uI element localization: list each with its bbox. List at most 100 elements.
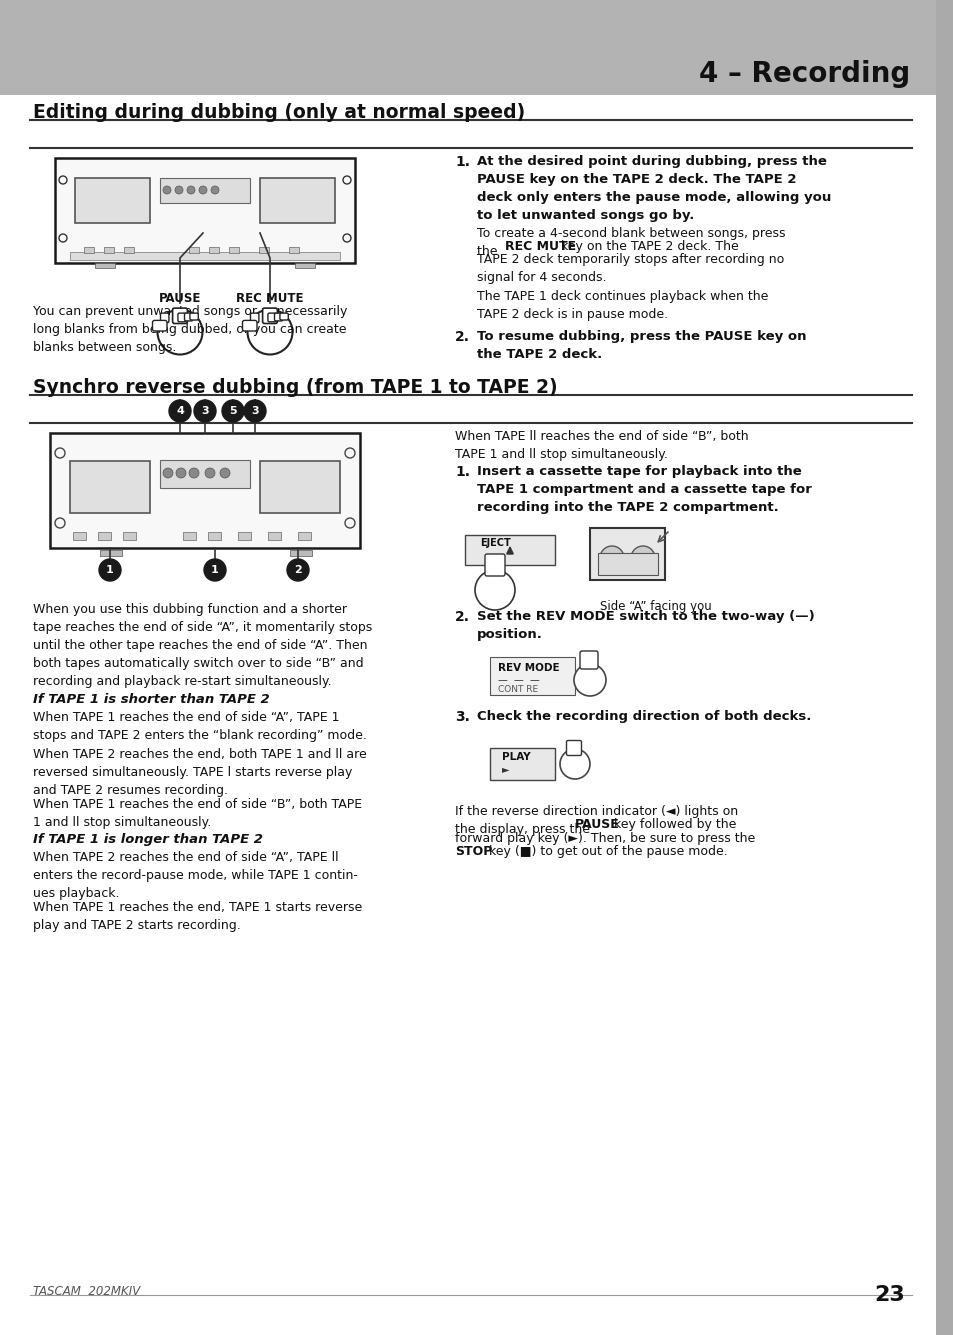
Text: If the reverse direction indicator (◄) lights on
the display, press the: If the reverse direction indicator (◄) l… xyxy=(455,805,738,836)
FancyBboxPatch shape xyxy=(260,178,335,223)
Circle shape xyxy=(287,559,309,581)
FancyBboxPatch shape xyxy=(124,247,133,254)
Text: To resume dubbing, press the PAUSE key on
the TAPE 2 deck.: To resume dubbing, press the PAUSE key o… xyxy=(476,330,805,360)
FancyBboxPatch shape xyxy=(189,247,199,254)
Text: 4 – Recording: 4 – Recording xyxy=(698,60,909,88)
Text: 3.: 3. xyxy=(455,710,470,724)
FancyBboxPatch shape xyxy=(935,0,953,1335)
FancyBboxPatch shape xyxy=(490,657,575,696)
FancyBboxPatch shape xyxy=(183,533,195,539)
FancyBboxPatch shape xyxy=(566,741,581,756)
Circle shape xyxy=(59,234,67,242)
Text: 1: 1 xyxy=(211,565,218,575)
Text: If TAPE 1 is longer than TAPE 2: If TAPE 1 is longer than TAPE 2 xyxy=(33,833,263,846)
Text: 23: 23 xyxy=(873,1286,904,1306)
Text: REC MUTE: REC MUTE xyxy=(236,292,303,304)
Circle shape xyxy=(204,559,226,581)
FancyBboxPatch shape xyxy=(50,433,359,547)
Circle shape xyxy=(211,186,219,194)
FancyBboxPatch shape xyxy=(294,263,314,268)
Text: When TAPE 2 reaches the end, both TAPE 1 and ll are
reversed simultaneously. TAP: When TAPE 2 reaches the end, both TAPE 1… xyxy=(33,748,366,797)
FancyBboxPatch shape xyxy=(598,553,658,575)
Text: 1.: 1. xyxy=(455,465,470,479)
Circle shape xyxy=(205,469,214,478)
FancyBboxPatch shape xyxy=(104,247,113,254)
FancyBboxPatch shape xyxy=(579,651,598,669)
Text: CONT RE: CONT RE xyxy=(497,685,537,694)
FancyBboxPatch shape xyxy=(100,550,122,555)
FancyBboxPatch shape xyxy=(258,247,269,254)
FancyBboxPatch shape xyxy=(242,320,256,331)
Text: 1: 1 xyxy=(106,565,113,575)
Text: REV MODE: REV MODE xyxy=(497,663,559,673)
Circle shape xyxy=(199,186,207,194)
FancyBboxPatch shape xyxy=(279,314,288,320)
FancyBboxPatch shape xyxy=(589,529,664,579)
Text: 2.: 2. xyxy=(455,610,470,623)
Circle shape xyxy=(189,469,199,478)
Circle shape xyxy=(630,546,655,570)
Circle shape xyxy=(163,469,172,478)
FancyBboxPatch shape xyxy=(160,461,250,489)
Text: TAPE 2 deck temporarily stops after recording no
signal for 4 seconds.: TAPE 2 deck temporarily stops after reco… xyxy=(476,254,783,284)
Circle shape xyxy=(559,749,589,780)
Circle shape xyxy=(574,663,605,696)
Text: key (■) to get out of the pause mode.: key (■) to get out of the pause mode. xyxy=(484,845,727,858)
Text: 5: 5 xyxy=(229,406,236,417)
FancyBboxPatch shape xyxy=(70,252,339,260)
FancyBboxPatch shape xyxy=(123,533,136,539)
Text: 1.: 1. xyxy=(455,155,470,170)
Circle shape xyxy=(174,186,183,194)
FancyBboxPatch shape xyxy=(55,158,355,263)
FancyBboxPatch shape xyxy=(289,247,298,254)
FancyBboxPatch shape xyxy=(172,308,187,323)
Text: You can prevent unwanted songs or unnecessarily
long blanks from being dubbed, o: You can prevent unwanted songs or unnece… xyxy=(33,304,347,354)
Text: At the desired point during dubbing, press the
PAUSE key on the TAPE 2 deck. The: At the desired point during dubbing, pre… xyxy=(476,155,830,222)
Text: REC MUTE: REC MUTE xyxy=(505,240,576,254)
Text: When TAPE 1 reaches the end of side “A”, TAPE 1
stops and TAPE 2 enters the “bla: When TAPE 1 reaches the end of side “A”,… xyxy=(33,712,367,742)
FancyBboxPatch shape xyxy=(274,314,283,320)
Text: When TAPE ll reaches the end of side “B”, both
TAPE 1 and ll stop simultaneously: When TAPE ll reaches the end of side “B”… xyxy=(455,430,748,461)
Text: PAUSE: PAUSE xyxy=(158,292,201,304)
Text: EJECT: EJECT xyxy=(479,538,510,547)
Circle shape xyxy=(157,310,202,355)
Circle shape xyxy=(220,469,230,478)
Text: Check the recording direction of both decks.: Check the recording direction of both de… xyxy=(476,710,810,724)
Text: 3: 3 xyxy=(251,406,258,417)
Text: When TAPE 1 reaches the end of side “B”, both TAPE
1 and ll stop simultaneously.: When TAPE 1 reaches the end of side “B”,… xyxy=(33,798,362,829)
Text: When TAPE 1 reaches the end, TAPE 1 starts reverse
play and TAPE 2 starts record: When TAPE 1 reaches the end, TAPE 1 star… xyxy=(33,901,362,932)
Text: Side “A” facing you: Side “A” facing you xyxy=(599,599,711,613)
Text: forward play key (►). Then, be sure to press the: forward play key (►). Then, be sure to p… xyxy=(455,832,755,845)
Text: PAUSE: PAUSE xyxy=(575,818,619,830)
Text: 2.: 2. xyxy=(455,330,470,344)
Text: Synchro reverse dubbing (from TAPE 1 to TAPE 2): Synchro reverse dubbing (from TAPE 1 to … xyxy=(33,378,558,396)
Circle shape xyxy=(343,234,351,242)
Circle shape xyxy=(187,186,194,194)
FancyBboxPatch shape xyxy=(229,247,239,254)
FancyBboxPatch shape xyxy=(75,178,150,223)
FancyBboxPatch shape xyxy=(84,247,94,254)
Circle shape xyxy=(175,469,186,478)
Text: Insert a cassette tape for playback into the
TAPE 1 compartment and a cassette t: Insert a cassette tape for playback into… xyxy=(476,465,811,514)
Text: When you use this dubbing function and a shorter
tape reaches the end of side “A: When you use this dubbing function and a… xyxy=(33,603,372,688)
Text: 4: 4 xyxy=(176,406,184,417)
FancyBboxPatch shape xyxy=(237,533,251,539)
Text: Set the REV MODE switch to the two-way (—)
position.: Set the REV MODE switch to the two-way (… xyxy=(476,610,814,641)
Text: key followed by the: key followed by the xyxy=(609,818,736,830)
Text: 3: 3 xyxy=(201,406,209,417)
Text: When TAPE 2 reaches the end of side “A”, TAPE ll
enters the record-pause mode, w: When TAPE 2 reaches the end of side “A”,… xyxy=(33,850,357,900)
Text: STOP: STOP xyxy=(455,845,492,858)
Circle shape xyxy=(475,570,515,610)
Text: key on the TAPE 2 deck. The: key on the TAPE 2 deck. The xyxy=(557,240,739,254)
Circle shape xyxy=(193,400,215,422)
FancyBboxPatch shape xyxy=(70,461,150,513)
Circle shape xyxy=(169,400,191,422)
Circle shape xyxy=(222,400,244,422)
FancyBboxPatch shape xyxy=(95,263,115,268)
Circle shape xyxy=(247,310,293,355)
Circle shape xyxy=(163,186,171,194)
Text: 2: 2 xyxy=(294,565,301,575)
FancyBboxPatch shape xyxy=(251,314,258,323)
FancyBboxPatch shape xyxy=(262,308,277,323)
Text: To create a 4-second blank between songs, press
the: To create a 4-second blank between songs… xyxy=(476,227,784,258)
